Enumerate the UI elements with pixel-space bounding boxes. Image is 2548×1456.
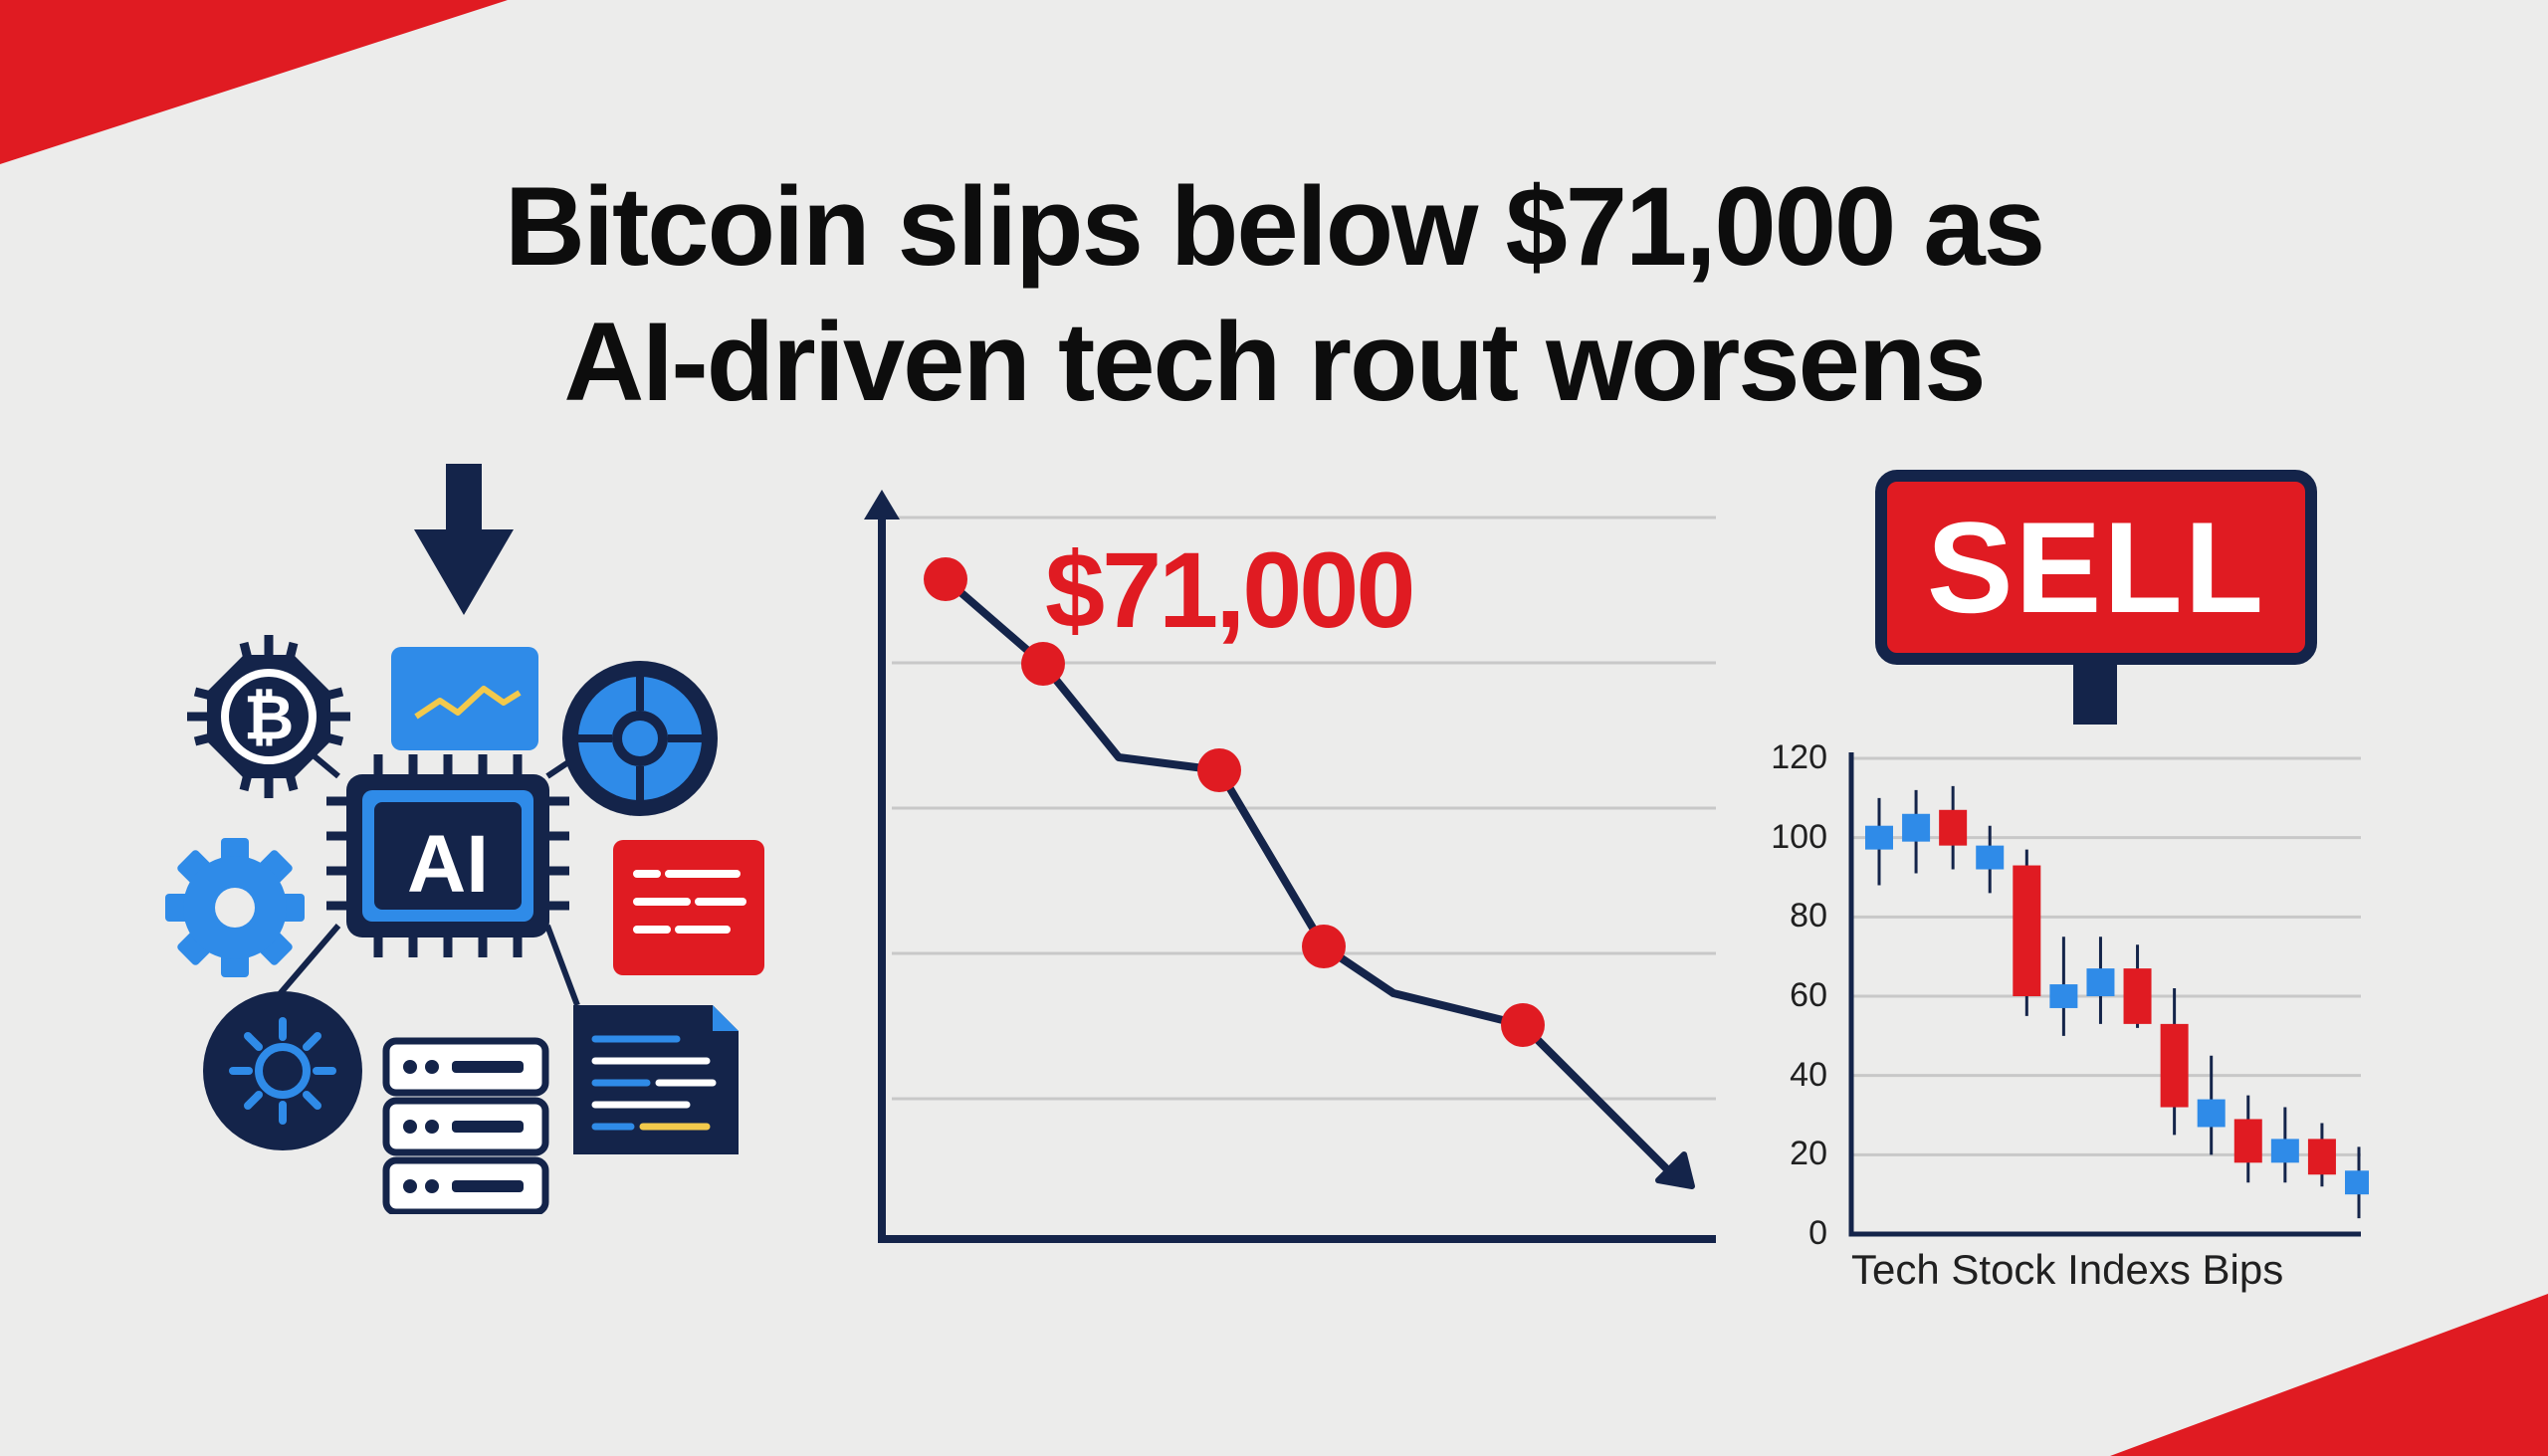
price-chart-axes bbox=[878, 508, 1716, 1243]
candlestick-axes bbox=[1848, 752, 2361, 1237]
candle bbox=[2160, 988, 2189, 1136]
document-red-icon bbox=[613, 840, 764, 975]
price-chart-gridlines bbox=[892, 516, 1716, 1101]
sun-circle-icon bbox=[203, 991, 362, 1150]
gear-icon bbox=[165, 838, 305, 977]
y-tick-label: 60 bbox=[1790, 976, 1827, 1014]
candle-body bbox=[2123, 968, 2152, 1024]
candle-body bbox=[2013, 865, 2041, 996]
price-points bbox=[924, 557, 1545, 1047]
svg-text:₿: ₿ bbox=[244, 684, 295, 752]
candle bbox=[2270, 1107, 2299, 1183]
candle-body bbox=[1939, 809, 1968, 846]
y-tick-label: 0 bbox=[1808, 1214, 1827, 1252]
candle-body bbox=[2049, 984, 2078, 1008]
candle-body bbox=[2307, 1139, 2336, 1175]
candle bbox=[2123, 944, 2152, 1028]
sell-sign-label: SELL bbox=[1926, 495, 2266, 640]
y-tick-label: 80 bbox=[1790, 897, 1827, 936]
ai-chip-label: AI bbox=[407, 819, 489, 910]
bitcoin-chip-icon: ₿ bbox=[187, 635, 350, 798]
ai-icon-cluster: ₿ bbox=[165, 464, 764, 1214]
candle bbox=[2049, 936, 2078, 1036]
headline-line-2: AI-driven tech rout worsens bbox=[563, 300, 1986, 424]
bottom-right-red-stripe bbox=[2110, 1294, 2548, 1456]
candle-body bbox=[2160, 1023, 2189, 1108]
trend-arrow-head-icon bbox=[1655, 1151, 1695, 1189]
candle bbox=[2307, 1123, 2336, 1187]
candle-body bbox=[2086, 968, 2115, 996]
price-label: $71,000 bbox=[1045, 529, 1415, 650]
candle bbox=[1939, 785, 1968, 870]
y-tick-label: 40 bbox=[1790, 1055, 1827, 1094]
candle-body bbox=[2345, 1170, 2369, 1195]
y-tick-label: 120 bbox=[1771, 738, 1827, 776]
candle bbox=[2086, 936, 2115, 1024]
candle-body bbox=[2270, 1139, 2299, 1163]
headline: Bitcoin slips below $71,000 as AI-driven… bbox=[0, 159, 2548, 430]
candlestick-plot bbox=[1848, 752, 2369, 1237]
monitor-chart-icon bbox=[391, 647, 538, 750]
sell-sign-post bbox=[2073, 663, 2117, 725]
candle bbox=[2233, 1095, 2262, 1183]
candle bbox=[2013, 849, 2041, 1016]
price-decline-chart bbox=[864, 490, 1716, 1243]
candle bbox=[2345, 1146, 2369, 1219]
file-code-icon bbox=[573, 1005, 739, 1154]
candle bbox=[1976, 825, 2005, 894]
candle-body bbox=[1902, 813, 1931, 842]
top-left-red-stripe bbox=[0, 0, 508, 164]
headline-line-1: Bitcoin slips below $71,000 as bbox=[504, 164, 2045, 289]
server-stack-icon bbox=[382, 1037, 549, 1214]
candle-body bbox=[2233, 1119, 2262, 1163]
candle-body bbox=[1865, 825, 1893, 850]
y-axis-arrow-icon bbox=[864, 490, 900, 520]
candle bbox=[1865, 797, 1893, 886]
down-arrow-icon bbox=[414, 464, 514, 615]
y-tick-label: 100 bbox=[1771, 817, 1827, 856]
candle-body bbox=[2197, 1099, 2226, 1128]
candlestick-chart: 0 20 40 60 80 100 120 bbox=[1762, 736, 2369, 1254]
y-tick-label: 20 bbox=[1790, 1135, 1827, 1173]
target-globe-icon bbox=[562, 661, 718, 816]
sell-sign: SELL bbox=[1875, 470, 2317, 665]
candle bbox=[1902, 789, 1931, 874]
ai-chip-icon: AI bbox=[326, 754, 569, 957]
candlestick-x-label: Tech Stock Indexs Bips bbox=[1851, 1246, 2284, 1293]
candle-body bbox=[1976, 845, 2005, 870]
candle bbox=[2197, 1055, 2226, 1155]
